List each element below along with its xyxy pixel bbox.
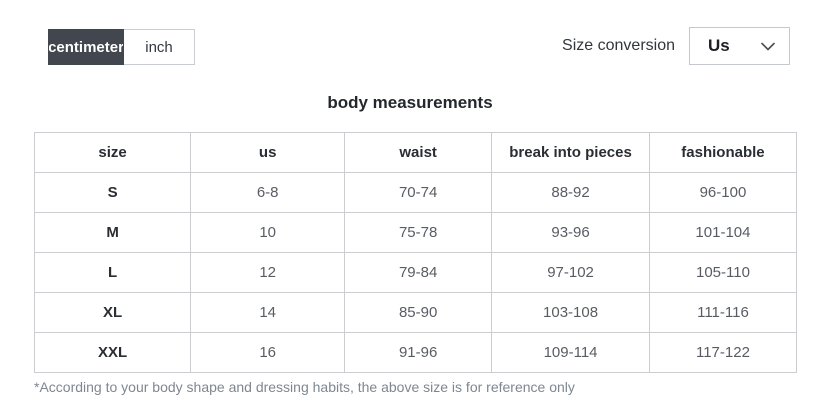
table-row: XL 14 85-90 103-108 111-116	[33, 292, 798, 333]
table-cell: 93-96	[491, 212, 650, 253]
column-header-waist: waist	[344, 132, 493, 173]
column-header-fashionable: fashionable	[648, 132, 798, 173]
table-row: L 12 79-84 97-102 105-110	[33, 252, 798, 293]
table-cell: 16	[190, 332, 346, 373]
table-cell: 14	[190, 292, 346, 333]
toolbar: centimeter inch Size conversion Us	[0, 0, 820, 80]
footnote: *According to your body shape and dressi…	[34, 379, 575, 395]
table-cell: 85-90	[344, 292, 493, 333]
table-header-row: size us waist break into pieces fashiona…	[33, 132, 798, 173]
column-header-size: size	[33, 132, 192, 173]
table-cell: XL	[33, 292, 192, 333]
column-header-break-into-pieces: break into pieces	[491, 132, 650, 173]
table-cell: 97-102	[491, 252, 650, 293]
table-cell: 75-78	[344, 212, 493, 253]
table-cell: S	[33, 172, 192, 213]
size-conversion-value: Us	[708, 36, 730, 55]
table-row: XXL 16 91-96 109-114 117-122	[33, 332, 798, 373]
table-cell: 105-110	[648, 252, 798, 293]
table-row: M 10 75-78 93-96 101-104	[33, 212, 798, 253]
table-cell: M	[33, 212, 192, 253]
body-measurements-table: size us waist break into pieces fashiona…	[33, 132, 798, 373]
page-title: body measurements	[327, 93, 493, 112]
size-conversion-label: Size conversion	[562, 37, 675, 54]
column-header-us: us	[190, 132, 346, 173]
table-cell: 12	[190, 252, 346, 293]
unit-toggle: centimeter inch	[48, 29, 195, 65]
size-conversion-dropdown[interactable]: Us	[689, 27, 790, 65]
table-cell: 109-114	[491, 332, 650, 373]
table-cell: XXL	[33, 332, 192, 373]
inch-button[interactable]: inch	[124, 29, 195, 65]
table-cell: 91-96	[344, 332, 493, 373]
chevron-down-icon	[761, 42, 775, 50]
table-cell: 10	[190, 212, 346, 253]
table-cell: 70-74	[344, 172, 493, 213]
table-cell: 79-84	[344, 252, 493, 293]
table-cell: 103-108	[491, 292, 650, 333]
table-cell: 6-8	[190, 172, 346, 213]
table-cell: L	[33, 252, 192, 293]
table-cell: 117-122	[648, 332, 798, 373]
centimeter-button[interactable]: centimeter	[48, 29, 124, 65]
table-cell: 88-92	[491, 172, 650, 213]
table-row: S 6-8 70-74 88-92 96-100	[33, 172, 798, 213]
table-cell: 96-100	[648, 172, 798, 213]
table-cell: 101-104	[648, 212, 798, 253]
size-conversion-group: Size conversion Us	[562, 27, 790, 65]
table-cell: 111-116	[648, 292, 798, 333]
